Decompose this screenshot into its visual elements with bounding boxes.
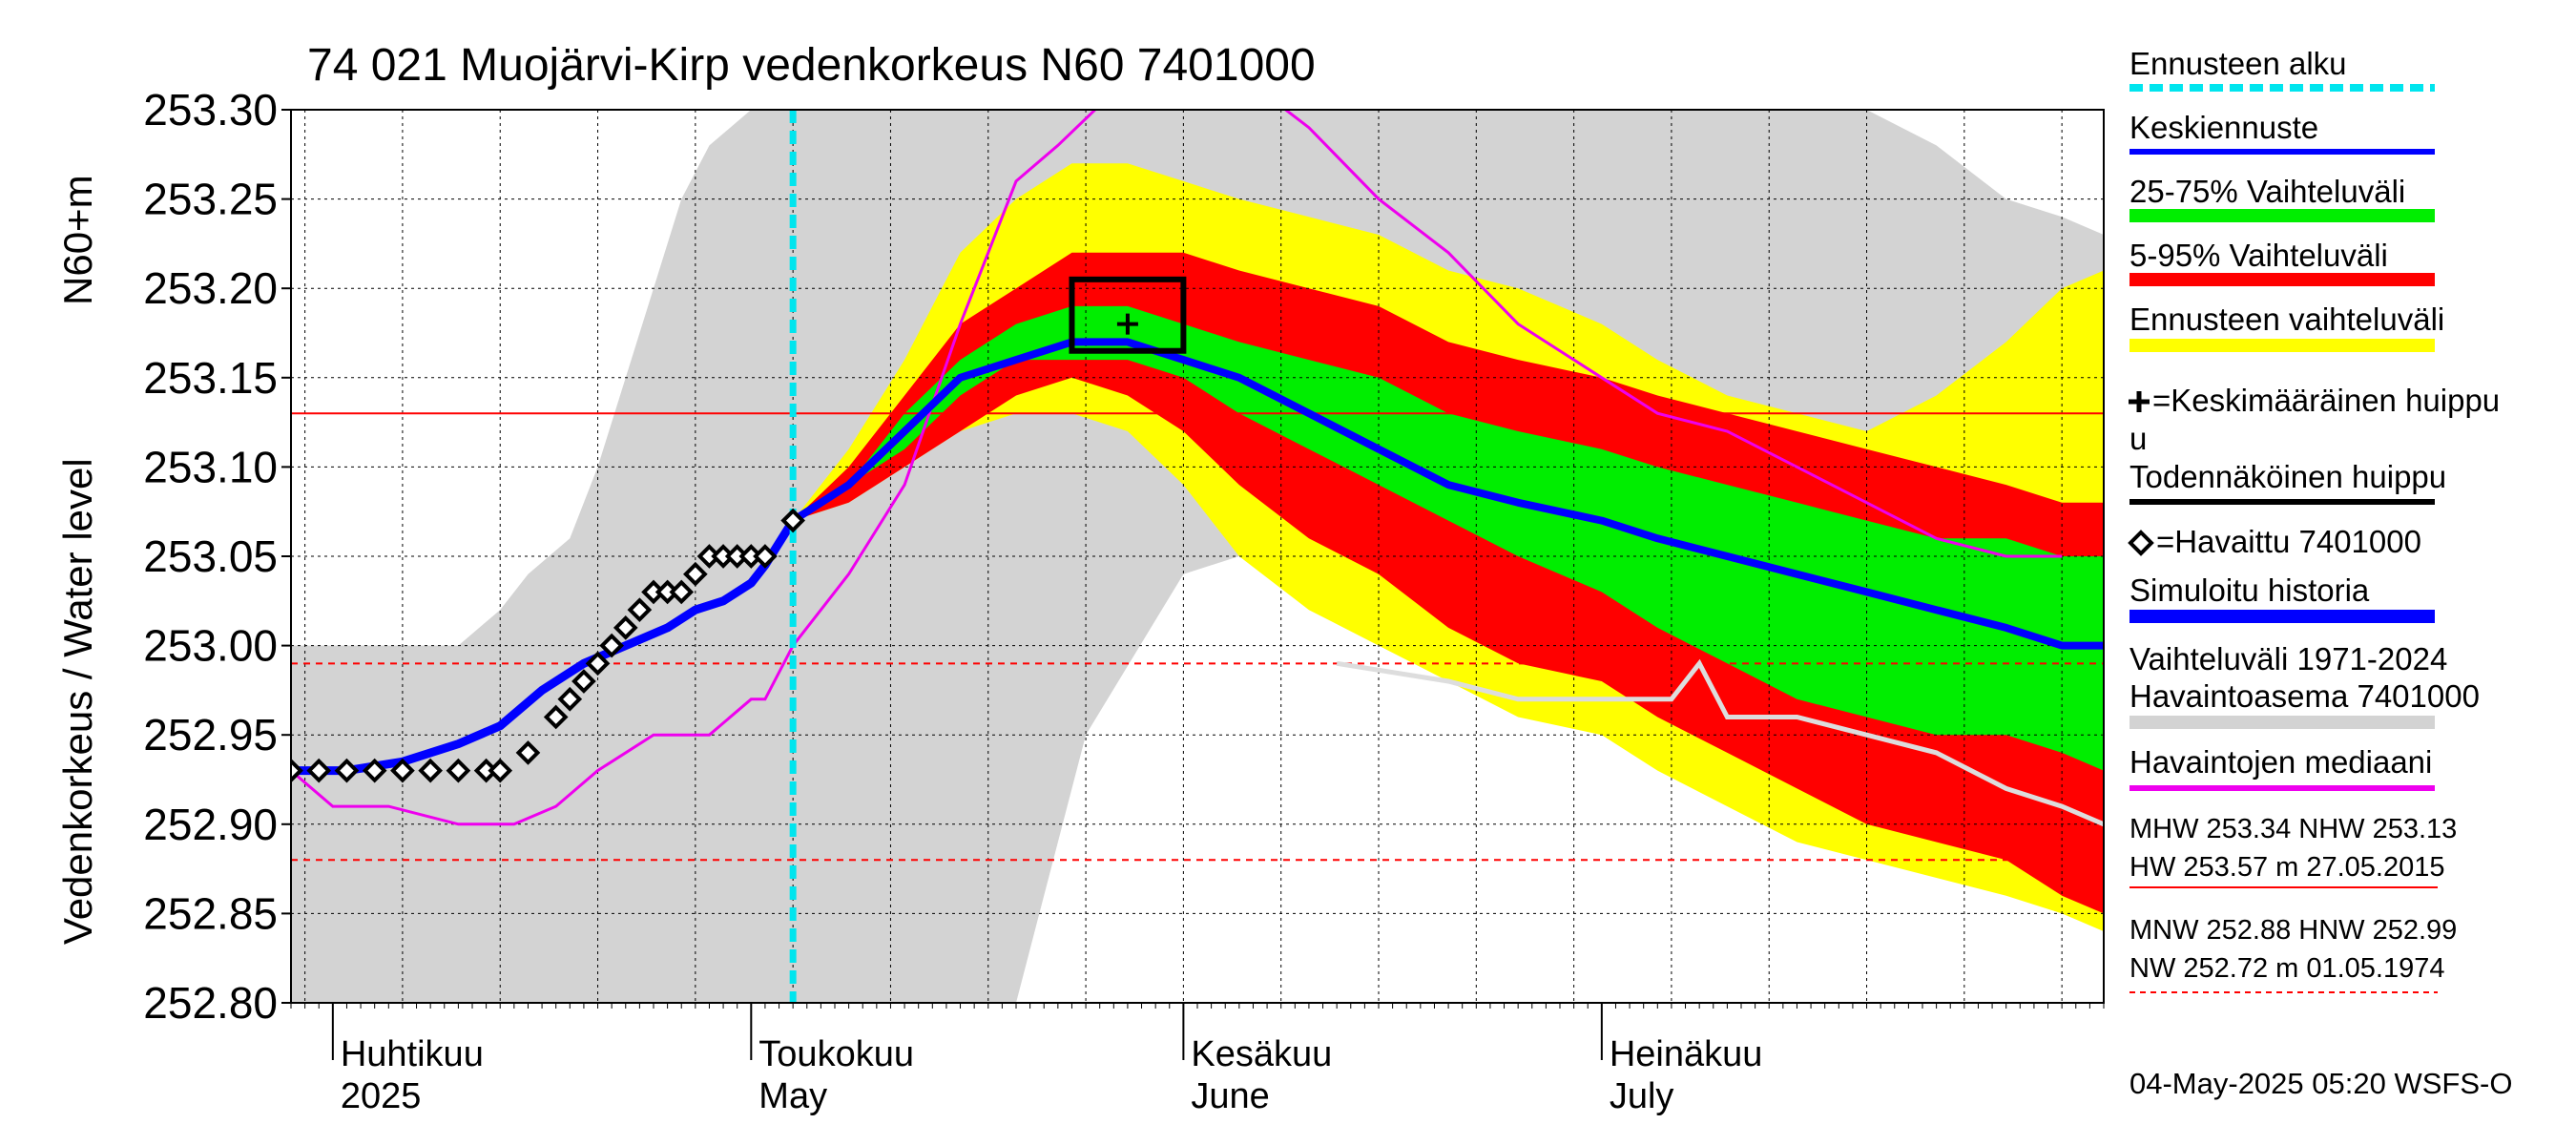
y-tick-label: 252.90 bbox=[143, 800, 278, 849]
y-axis-label: Vedenkorkeus / Water level bbox=[55, 458, 100, 945]
x-month-label-en: June bbox=[1191, 1076, 1269, 1116]
stats-block: MHW 253.34 NHW 253.13 HW 253.57 m 27.05.… bbox=[2129, 814, 2457, 993]
observed-point bbox=[780, 508, 805, 533]
x-month-label-en: May bbox=[758, 1076, 827, 1116]
observed-point bbox=[306, 758, 332, 783]
probable-peak-box bbox=[1069, 276, 1187, 354]
gridlines bbox=[291, 110, 2104, 1003]
simulated-history-line bbox=[291, 518, 798, 776]
legend-swatch-plus bbox=[2129, 391, 2150, 412]
legend-label: Ennusteen vaihteluväli bbox=[2129, 302, 2444, 337]
x-month-label-en: July bbox=[1610, 1076, 1674, 1116]
legend-label: Havaintojen mediaani bbox=[2129, 744, 2432, 780]
observed-point bbox=[557, 686, 583, 712]
observed-point bbox=[613, 615, 638, 640]
x-month-label: Huhtikuu bbox=[341, 1034, 484, 1074]
observed-point bbox=[418, 758, 443, 783]
observed-point bbox=[683, 561, 708, 587]
stats-line-2: HW 253.57 m 27.05.2015 bbox=[2129, 852, 2444, 883]
observed-point bbox=[334, 758, 360, 783]
forecast-bands-layer bbox=[793, 163, 2104, 932]
observed-markers-layer bbox=[291, 508, 805, 783]
x-month-label: Heinäkuu bbox=[1610, 1034, 1763, 1074]
observed-point bbox=[669, 579, 695, 605]
legend-swatch-diamond bbox=[2128, 530, 2154, 556]
observed-point bbox=[515, 740, 541, 765]
legend-label: 25-75% Vaihteluväli bbox=[2129, 174, 2405, 209]
legend-label-line2: u bbox=[2129, 421, 2147, 456]
median-forecast-line bbox=[791, 338, 2104, 650]
y-tick-label: 252.85 bbox=[143, 888, 278, 938]
observed-point bbox=[585, 651, 611, 677]
axes: 252.80 252.85 252.90 252.95 253.00 253.05 253.… bbox=[143, 85, 2105, 1116]
p5-95-band bbox=[793, 252, 2104, 914]
observed-point bbox=[390, 758, 415, 783]
observed-median-line bbox=[291, 110, 2063, 826]
y-tick-label: 252.80 bbox=[143, 978, 278, 1028]
history-range-band bbox=[291, 110, 2104, 1003]
stats-line-4: NW 252.72 m 01.05.1974 bbox=[2129, 953, 2444, 984]
station-history-line bbox=[1336, 658, 2104, 827]
y-tick-label: 252.95 bbox=[143, 710, 278, 760]
y-tick-label: 253.00 bbox=[143, 621, 278, 671]
legend-label: 5-95% Vaihteluväli bbox=[2129, 238, 2388, 273]
y-tick-label: 253.25 bbox=[143, 175, 278, 224]
y-tick-label: 253.20 bbox=[143, 263, 278, 313]
p25-75-band bbox=[793, 305, 2104, 771]
legend-label: Todennäköinen huippu bbox=[2129, 459, 2446, 494]
x-month-label: Toukokuu bbox=[758, 1034, 914, 1074]
history-band-layer bbox=[291, 110, 2104, 1003]
plot-area bbox=[291, 110, 2104, 1003]
mean-peak-marker bbox=[1116, 313, 1138, 335]
observed-point bbox=[291, 758, 303, 783]
legend: Ennusteen alku Keskiennuste 25-75% Vaihtel… bbox=[2128, 46, 2500, 791]
observed-point bbox=[599, 633, 624, 658]
legend-label: Ennusteen alku bbox=[2129, 46, 2347, 81]
stats-line-1: MHW 253.34 NHW 253.13 bbox=[2129, 814, 2457, 844]
y-tick-label: 253.15 bbox=[143, 353, 278, 403]
x-month-label-en: 2025 bbox=[341, 1076, 422, 1116]
observed-point bbox=[571, 669, 596, 694]
observed-point bbox=[446, 758, 471, 783]
legend-label: =Havaittu 7401000 bbox=[2156, 524, 2421, 559]
legend-label: =Keskimääräinen huippu bbox=[2152, 383, 2500, 418]
stats-line-3: MNW 252.88 HNW 252.99 bbox=[2129, 915, 2457, 946]
footer-timestamp: 04-May-2025 05:20 WSFS-O bbox=[2129, 1067, 2512, 1100]
y-tick-label: 253.05 bbox=[143, 531, 278, 581]
y-axis-unit: N60+m bbox=[55, 175, 100, 305]
x-month-label: Kesäkuu bbox=[1191, 1034, 1332, 1074]
observed-point bbox=[488, 758, 513, 783]
y-tick-label: 253.30 bbox=[143, 85, 278, 135]
observed-point bbox=[753, 544, 778, 569]
legend-label: Keskiennuste bbox=[2129, 110, 2318, 145]
legend-label: Vaihteluväli 1971-2024 bbox=[2129, 641, 2447, 677]
observed-point bbox=[543, 704, 569, 730]
legend-label: Simuloitu historia bbox=[2129, 572, 2370, 608]
y-tick-label: 253.10 bbox=[143, 442, 278, 491]
chart-title: 74 021 Muojärvi-Kirp vedenkorkeus N60 74… bbox=[307, 40, 1316, 91]
legend-label-line2: Havaintoasema 7401000 bbox=[2129, 678, 2480, 714]
observed-point bbox=[627, 597, 653, 622]
observed-point bbox=[362, 758, 387, 783]
